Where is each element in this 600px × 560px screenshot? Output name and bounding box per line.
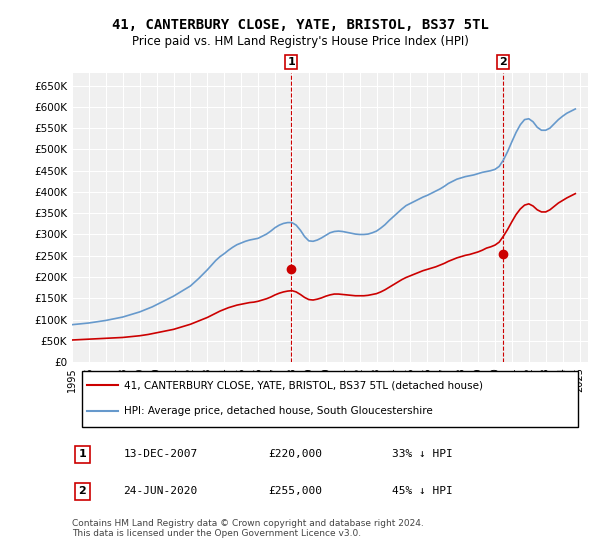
Text: £220,000: £220,000 <box>268 449 322 459</box>
Text: 2: 2 <box>499 57 507 67</box>
Text: Price paid vs. HM Land Registry's House Price Index (HPI): Price paid vs. HM Land Registry's House … <box>131 35 469 49</box>
FancyBboxPatch shape <box>82 371 578 427</box>
Text: HPI: Average price, detached house, South Gloucestershire: HPI: Average price, detached house, Sout… <box>124 406 433 416</box>
Text: 41, CANTERBURY CLOSE, YATE, BRISTOL, BS37 5TL: 41, CANTERBURY CLOSE, YATE, BRISTOL, BS3… <box>112 18 488 32</box>
Text: 33% ↓ HPI: 33% ↓ HPI <box>392 449 452 459</box>
Text: 41, CANTERBURY CLOSE, YATE, BRISTOL, BS37 5TL (detached house): 41, CANTERBURY CLOSE, YATE, BRISTOL, BS3… <box>124 380 482 390</box>
Text: 1: 1 <box>287 57 295 67</box>
Text: Contains HM Land Registry data © Crown copyright and database right 2024.
This d: Contains HM Land Registry data © Crown c… <box>72 519 424 539</box>
Text: 45% ↓ HPI: 45% ↓ HPI <box>392 487 452 496</box>
Text: £255,000: £255,000 <box>268 487 322 496</box>
Text: 2: 2 <box>79 487 86 496</box>
Text: 13-DEC-2007: 13-DEC-2007 <box>124 449 198 459</box>
Text: 1: 1 <box>79 449 86 459</box>
Text: 24-JUN-2020: 24-JUN-2020 <box>124 487 198 496</box>
